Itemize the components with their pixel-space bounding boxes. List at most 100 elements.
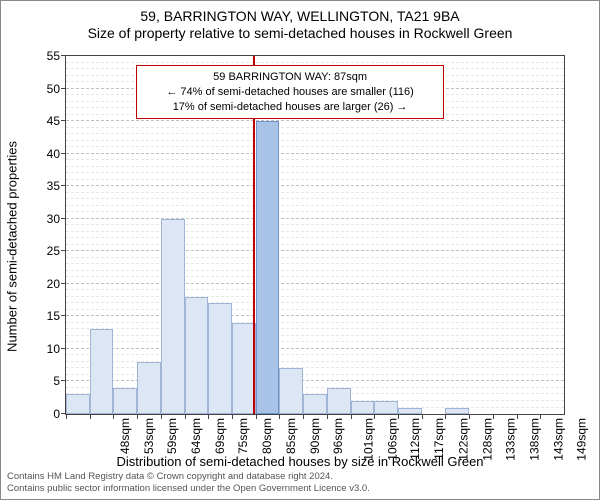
gridline [66,283,564,284]
minor-gridline [66,146,564,147]
chart-subtitle: Size of property relative to semi-detach… [1,25,599,45]
minor-gridline [66,244,564,245]
minor-gridline [66,322,564,323]
x-tick-mark [469,414,470,419]
minor-gridline [66,289,564,290]
histogram-bar [90,329,114,414]
minor-gridline [66,302,564,303]
y-tick-label: 5 [30,374,66,388]
annotation-box: 59 BARRINGTON WAY: 87sqm← 74% of semi-de… [136,65,445,120]
histogram-bar [327,388,351,414]
x-tick-mark [517,414,518,419]
x-tick-mark [256,414,257,419]
histogram-bar [351,401,375,414]
minor-gridline [66,172,564,173]
gridline [66,250,564,251]
x-tick-label: 53sqm [142,418,156,454]
y-tick-label: 30 [30,212,66,226]
x-tick-mark [232,414,233,419]
x-tick-mark [137,414,138,419]
x-tick-label: 59sqm [165,418,179,454]
minor-gridline [66,133,564,134]
footer-line-2: Contains public sector information licen… [7,483,370,495]
x-tick-label: 48sqm [118,418,132,454]
minor-gridline [66,354,564,355]
histogram-bar [137,362,161,414]
plot-area: 051015202530354045505548sqm53sqm59sqm64s… [65,55,565,415]
x-tick-mark [351,414,352,419]
x-tick-mark [374,414,375,419]
minor-gridline [66,140,564,141]
minor-gridline [66,159,564,160]
x-tick-mark [327,414,328,419]
histogram-bar [398,408,422,415]
x-tick-label: 96sqm [331,418,345,454]
gridline [66,218,564,219]
minor-gridline [66,328,564,329]
x-tick-label: 80sqm [260,418,274,454]
x-tick-mark [161,414,162,419]
x-tick-mark [398,414,399,419]
histogram-bar [66,394,90,414]
x-tick-label: 69sqm [213,418,227,454]
x-tick-label: 85sqm [284,418,298,454]
x-tick-mark [279,414,280,419]
minor-gridline [66,237,564,238]
histogram-bar [279,368,303,414]
minor-gridline [66,341,564,342]
y-tick-label: 40 [30,147,66,161]
y-tick-label: 10 [30,342,66,356]
annotation-line-2: ← 74% of semi-detached houses are smalle… [145,85,436,100]
minor-gridline [66,263,564,264]
x-tick-label: 90sqm [308,418,322,454]
y-tick-label: 20 [30,277,66,291]
gridline [66,120,564,121]
minor-gridline [66,257,564,258]
plot-wrap: 051015202530354045505548sqm53sqm59sqm64s… [65,55,565,415]
histogram-bar [374,401,398,414]
minor-gridline [66,62,564,63]
minor-gridline [66,335,564,336]
annotation-line-3: 17% of semi-detached houses are larger (… [145,100,436,115]
y-tick-label: 45 [30,114,66,128]
minor-gridline [66,166,564,167]
y-tick-label: 0 [30,407,66,421]
histogram-bar [185,297,209,414]
gridline [66,348,564,349]
y-tick-label: 35 [30,179,66,193]
x-tick-mark [113,414,114,419]
x-tick-mark [90,414,91,419]
minor-gridline [66,231,564,232]
chart-title: 59, BARRINGTON WAY, WELLINGTON, TA21 9BA [1,1,599,25]
footer-line-1: Contains HM Land Registry data © Crown c… [7,471,370,483]
x-tick-mark [303,414,304,419]
histogram-bar [256,121,280,414]
histogram-bar [303,394,327,414]
annotation-line-1: 59 BARRINGTON WAY: 87sqm [145,70,436,85]
histogram-bar [161,219,185,414]
x-tick-label: 75sqm [236,418,250,454]
histogram-bar [445,408,469,415]
chart-footer: Contains HM Land Registry data © Crown c… [1,467,376,499]
minor-gridline [66,198,564,199]
minor-gridline [66,309,564,310]
y-axis-label: Number of semi-detached properties [5,243,20,257]
histogram-bar [113,388,137,414]
minor-gridline [66,224,564,225]
gridline [66,185,564,186]
minor-gridline [66,276,564,277]
y-tick-label: 50 [30,82,66,96]
x-tick-mark [445,414,446,419]
y-tick-label: 25 [30,244,66,258]
minor-gridline [66,296,564,297]
chart-container: 59, BARRINGTON WAY, WELLINGTON, TA21 9BA… [0,0,600,500]
gridline [66,153,564,154]
x-tick-mark [493,414,494,419]
gridline [66,315,564,316]
histogram-bar [208,303,232,414]
x-tick-mark [540,414,541,419]
x-tick-mark [208,414,209,419]
minor-gridline [66,179,564,180]
minor-gridline [66,192,564,193]
x-tick-mark [185,414,186,419]
